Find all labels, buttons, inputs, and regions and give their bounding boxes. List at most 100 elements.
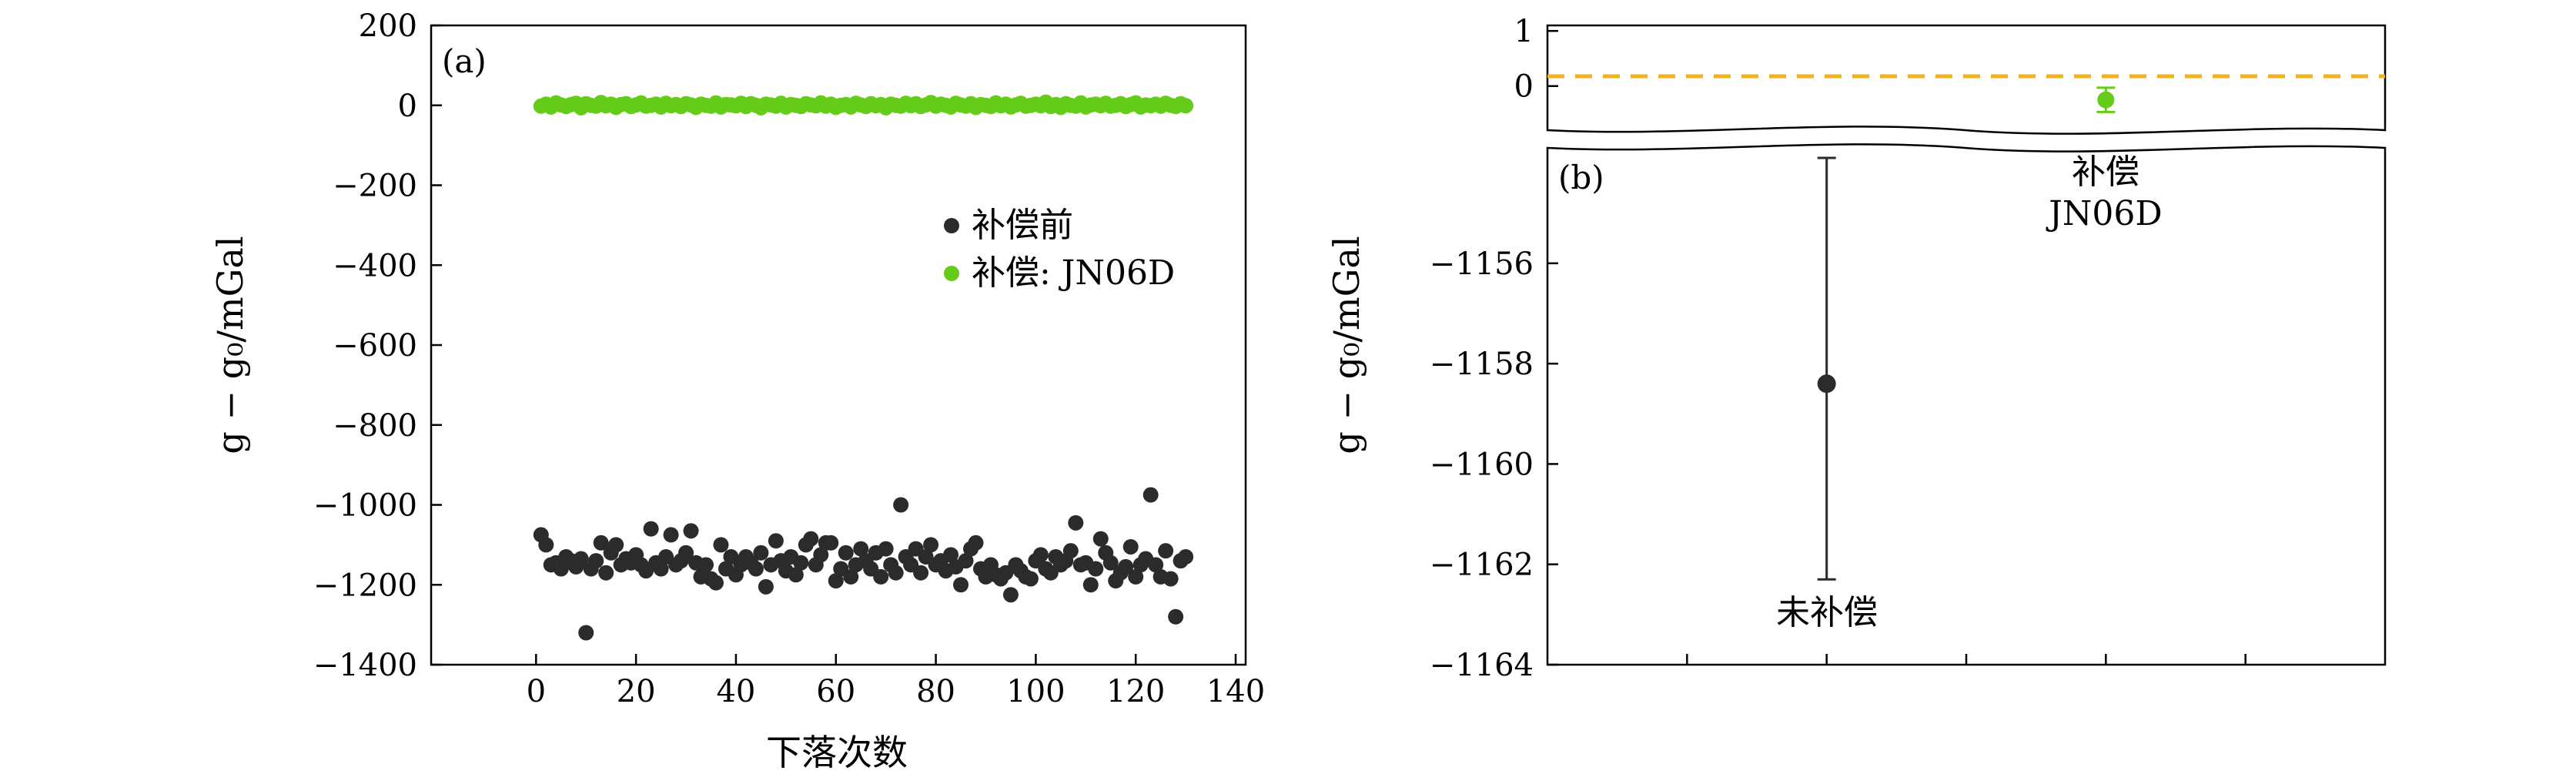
data-point	[878, 541, 894, 557]
y-tick-label: −600	[333, 328, 417, 364]
legend-label-compensated: 补偿: JN06D	[972, 253, 1175, 293]
data-point	[873, 568, 889, 585]
x-tick-label: 120	[1106, 674, 1165, 709]
data-point	[1158, 543, 1174, 559]
data-point	[588, 553, 604, 569]
y-tick-label: 0	[1514, 69, 1534, 105]
panel-b-upper-frame	[1546, 24, 2387, 135]
data-point	[578, 625, 594, 641]
panel-a-x-ticks: 0 20 40 60 80 100 120 140	[527, 654, 1265, 709]
data-point	[788, 567, 804, 583]
data-point	[683, 523, 699, 539]
data-point	[538, 537, 554, 553]
data-point	[758, 578, 774, 595]
y-tick-label: −400	[333, 248, 417, 283]
y-tick-label: −1164	[1430, 648, 1534, 683]
label-compensated-line2: JN06D	[2046, 194, 2162, 233]
panel-b-lower-frame	[1546, 143, 2387, 666]
y-tick-label: 1	[1514, 14, 1534, 49]
data-point	[1022, 571, 1039, 587]
data-point	[803, 531, 819, 547]
data-point	[653, 561, 669, 577]
point-uncompensated	[1817, 374, 1836, 394]
series-uncompensated	[533, 487, 1194, 641]
data-point	[943, 547, 959, 563]
data-point	[888, 565, 904, 581]
data-point	[643, 521, 659, 537]
data-point	[1178, 548, 1194, 565]
y-tick-label: −200	[333, 169, 417, 204]
y-tick-label: −1160	[1430, 447, 1534, 482]
data-point	[843, 568, 859, 585]
data-point	[838, 545, 854, 561]
y-tick-label: −1000	[313, 488, 417, 524]
legend-marker-compensated	[944, 266, 959, 281]
data-point	[958, 553, 974, 569]
legend-label-uncompensated: 补偿前	[972, 206, 1073, 245]
data-point	[1128, 568, 1144, 585]
data-point	[1088, 561, 1104, 577]
y-tick-label: 200	[359, 8, 417, 44]
panel-a-y-axis-label: g − g₀/mGal	[209, 236, 251, 454]
panel-a-x-axis-label: 下落次数	[766, 732, 908, 773]
data-point	[598, 565, 614, 581]
data-point	[1118, 558, 1134, 575]
panel-b-y-axis-label: g − g₀/mGal	[1326, 236, 1367, 454]
data-point	[953, 577, 969, 593]
data-point	[793, 555, 809, 571]
panel-b-x-ticks	[1686, 654, 2246, 665]
data-point	[593, 535, 609, 551]
data-point	[1148, 557, 1164, 573]
y-tick-label: −1156	[1430, 246, 1534, 282]
y-tick-label: 0	[398, 89, 417, 124]
data-point	[1178, 98, 1194, 114]
data-point	[1092, 531, 1109, 547]
x-tick-label: 0	[527, 674, 546, 709]
data-point	[608, 537, 624, 553]
label-uncompensated: 未补偿	[1776, 593, 1878, 632]
data-point	[1082, 577, 1099, 593]
x-tick-label: 60	[816, 674, 855, 709]
x-tick-label: 80	[916, 674, 955, 709]
data-point	[828, 573, 844, 589]
data-point	[823, 535, 839, 551]
panel-a-y-ticks: 200 0 −200 −400 −600 −800 −1000 −1200 −1400	[313, 8, 442, 683]
data-point	[663, 527, 679, 543]
y-tick-label: −1400	[313, 648, 417, 683]
data-point	[913, 565, 929, 581]
x-tick-label: 100	[1006, 674, 1065, 709]
data-point	[923, 537, 939, 553]
data-point	[678, 545, 694, 561]
data-point	[573, 551, 589, 567]
series-compensated-jn06d	[533, 94, 1194, 116]
data-point	[1168, 608, 1184, 625]
data-point	[1002, 587, 1019, 603]
y-tick-label: −1162	[1430, 548, 1534, 583]
data-point	[713, 537, 729, 553]
data-point	[1032, 547, 1049, 563]
data-point	[813, 547, 829, 563]
data-point	[698, 557, 714, 573]
panel-a: 200 0 −200 −400 −600 −800 −1000 −1200 −1400 0 20 4…	[209, 8, 1265, 773]
y-tick-label: −800	[333, 408, 417, 444]
y-tick-label: −1200	[313, 568, 417, 603]
data-point	[1122, 538, 1139, 555]
data-point	[1163, 571, 1179, 587]
panel-b-label: (b)	[1558, 159, 1604, 196]
data-point	[748, 561, 764, 577]
data-point	[1142, 487, 1159, 503]
data-point	[708, 575, 724, 591]
data-point	[1068, 515, 1084, 531]
x-tick-label: 40	[716, 674, 755, 709]
label-compensated-line1: 补偿	[2072, 153, 2139, 192]
point-compensated	[2097, 91, 2115, 109]
x-tick-label: 140	[1206, 674, 1265, 709]
data-point	[968, 535, 984, 551]
panel-a-legend: 补偿前 补偿: JN06D	[944, 206, 1175, 293]
data-point	[753, 545, 769, 561]
data-point	[1062, 543, 1079, 559]
data-point	[768, 533, 784, 549]
data-point	[853, 541, 869, 557]
data-point	[893, 497, 909, 513]
